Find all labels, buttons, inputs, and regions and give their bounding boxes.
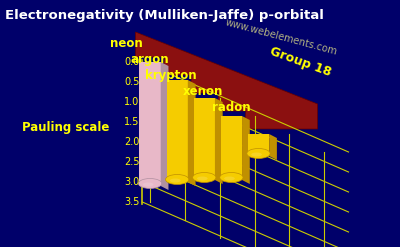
Text: Group 18: Group 18 bbox=[268, 45, 332, 79]
Ellipse shape bbox=[197, 177, 208, 181]
Bar bbox=[166, 80, 188, 182]
Text: Pauling scale: Pauling scale bbox=[22, 121, 110, 133]
Text: 3.0: 3.0 bbox=[124, 177, 140, 187]
Polygon shape bbox=[242, 116, 250, 184]
Text: 1.5: 1.5 bbox=[124, 117, 140, 127]
Ellipse shape bbox=[138, 179, 162, 188]
Text: neon: neon bbox=[110, 37, 142, 50]
Text: www.webelements.com: www.webelements.com bbox=[224, 17, 338, 57]
Text: radon: radon bbox=[212, 101, 251, 114]
Text: 0.0: 0.0 bbox=[124, 57, 140, 67]
Text: 2.5: 2.5 bbox=[124, 157, 140, 167]
Bar bbox=[140, 62, 161, 186]
Polygon shape bbox=[215, 98, 223, 184]
Ellipse shape bbox=[224, 177, 235, 181]
Text: krypton: krypton bbox=[145, 69, 196, 82]
Text: argon: argon bbox=[131, 53, 170, 66]
Text: Electronegativity (Mulliken-Jaffe) p-orbital: Electronegativity (Mulliken-Jaffe) p-orb… bbox=[5, 9, 324, 22]
Ellipse shape bbox=[247, 148, 270, 159]
Bar bbox=[248, 134, 269, 156]
Polygon shape bbox=[161, 62, 168, 190]
Text: 1.0: 1.0 bbox=[124, 97, 140, 107]
Bar bbox=[194, 98, 215, 180]
Ellipse shape bbox=[143, 183, 154, 186]
Ellipse shape bbox=[251, 152, 262, 157]
Polygon shape bbox=[136, 32, 318, 129]
Text: 2.0: 2.0 bbox=[124, 137, 140, 147]
Polygon shape bbox=[269, 134, 277, 160]
Text: xenon: xenon bbox=[183, 85, 224, 98]
Bar bbox=[221, 116, 242, 180]
Ellipse shape bbox=[166, 174, 189, 185]
Ellipse shape bbox=[193, 172, 216, 183]
Text: 3.5: 3.5 bbox=[124, 197, 140, 207]
Polygon shape bbox=[188, 80, 196, 186]
Text: 0.5: 0.5 bbox=[124, 77, 140, 87]
Ellipse shape bbox=[220, 172, 243, 183]
Ellipse shape bbox=[170, 179, 180, 183]
